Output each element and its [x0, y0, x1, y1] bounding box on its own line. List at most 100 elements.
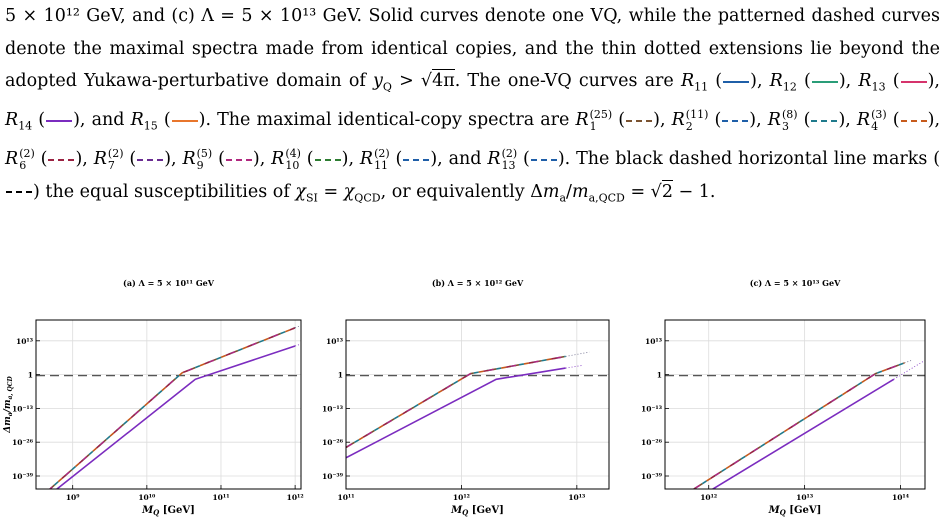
r-symbol: R	[671, 110, 685, 131]
legend-swatch-copy-7	[137, 158, 164, 161]
legend-copy-10: R (4) 10 ()	[271, 146, 349, 172]
r-subscript: 13	[871, 80, 886, 94]
r-symbol: R	[767, 110, 781, 131]
legend-swatch-onevq-14	[46, 119, 73, 122]
r-subscript: 2	[685, 119, 693, 133]
panel-1: 10¹³ 1 10⁻¹³ 10⁻²⁶ 10⁻³⁹ 10⁹ 10¹⁰ 10¹¹ 10¹² (a) Λ…	[3, 278, 304, 517]
sqrt-2-radical: √	[650, 181, 662, 202]
y-tick-label: 10⁻²⁶	[12, 438, 34, 447]
y-tick-label: 1	[28, 371, 33, 380]
y-tick-label: 10¹³	[645, 337, 662, 346]
r-scripts: (2) 13	[502, 147, 518, 172]
r-symbol: R	[575, 110, 589, 131]
r-subscript: 11	[374, 158, 389, 172]
panel-title: (b) Λ = 5 × 10¹² GeV	[432, 278, 524, 288]
series-solid-extension	[893, 359, 925, 380]
y-tick-label: 10¹³	[326, 337, 343, 346]
sqrt-4pi: √4π	[421, 65, 455, 98]
panel-3: 10¹³ 1 10⁻¹³ 10⁻²⁶ 10⁻³⁹ 10¹² 10¹³ 10¹⁴ (c) Λ = …	[641, 278, 926, 517]
legend-copy-11: R (2) 11 ()	[359, 146, 438, 172]
r-subscript: 1	[589, 119, 597, 133]
chi-subscript-qcd: QCD	[354, 191, 381, 205]
r-scripts: (8) 3	[781, 107, 798, 133]
panel-title: (a) Λ = 5 × 10¹¹ GeV	[123, 278, 215, 288]
panel-2: 10¹³ 1 10⁻¹³ 10⁻²⁶ 10⁻³⁹ 10¹¹ 10¹² 10¹³ (b) Λ = …	[322, 278, 610, 517]
x-tick-label: 10¹³	[796, 493, 813, 502]
m-symbol: m	[542, 181, 560, 202]
yq-subscript: Q	[382, 80, 392, 94]
sqrt-4pi-radical: √	[420, 71, 433, 92]
panel-title: (c) Λ = 5 × 10¹³ GeV	[750, 278, 841, 288]
legend-copy-2: R (11) 2 ()	[671, 107, 757, 133]
chi-subscript-si: SI	[306, 191, 318, 205]
legend-copy-7: R (2) 7 ()	[93, 146, 172, 172]
m-subscript-a: a	[559, 191, 567, 205]
r-superscript: (8)	[781, 107, 798, 121]
caption-text-equiv: or equivalently Δ	[391, 181, 543, 202]
x-tick-label: 10¹¹	[212, 493, 229, 502]
legend-swatch-copy-6	[48, 158, 75, 161]
r-superscript: (25)	[589, 107, 613, 121]
series-dashed-copy	[48, 327, 296, 489]
legend-swatch-copy-4	[900, 119, 927, 122]
y-tick-label: 10⁻³⁹	[641, 472, 662, 481]
plot-content	[665, 359, 925, 489]
r-subscript: 9	[196, 158, 204, 172]
r-subscript: 15	[143, 119, 158, 133]
r-superscript: (4)	[285, 146, 301, 160]
caption-text-equal: the equal susceptibilities of	[45, 181, 290, 202]
legend-onevq-11: R11 ()	[680, 71, 757, 94]
r-symbol: R	[5, 149, 19, 170]
legend-copy-6: R (2) 6 ()	[5, 146, 83, 172]
series-dashed-copy	[693, 362, 905, 489]
plot-content	[36, 325, 301, 489]
r-superscript: (2)	[107, 146, 124, 160]
r-subscript: 4	[871, 119, 879, 133]
series-dashed-copy	[48, 327, 296, 489]
legend-swatch-copy-13	[530, 158, 557, 161]
sqrt-2-arg: 2	[661, 179, 673, 202]
r-subscript: 7	[107, 158, 115, 172]
legend-copy-4: R (3) 4 ()	[856, 107, 935, 133]
plot-area	[346, 320, 609, 489]
y-tick-label: 1	[338, 371, 343, 380]
r-subscript: 11	[694, 80, 709, 94]
legend-swatch-onevq-12	[811, 80, 838, 83]
y-tick-label: 1	[657, 371, 662, 380]
y-tick-label: 10⁻¹³	[322, 404, 343, 413]
y-tick-label: 10⁻¹³	[12, 404, 33, 413]
chi-symbol: χ	[295, 181, 306, 202]
plot-content	[346, 351, 609, 459]
r-scripts: (2) 6	[19, 147, 35, 172]
x-tick-label: 10¹³	[568, 493, 585, 502]
plot-area	[36, 320, 301, 489]
r-symbol: R	[271, 149, 285, 170]
r-scripts: (25) 1	[589, 107, 613, 133]
and-word: and	[448, 149, 482, 170]
legend-swatch-copy-9	[225, 158, 252, 161]
legend-copy-9: R (5) 9 ()	[182, 146, 260, 172]
legend-swatch-copy-3	[811, 119, 838, 122]
r-symbol: R	[487, 149, 501, 170]
caption-text-lead: 5 × 10¹² GeV, and (c) Λ = 5 × 10¹³ GeV. …	[5, 6, 940, 92]
legend-swatch-onevq-15	[171, 119, 198, 122]
and-word: and	[91, 110, 125, 131]
legend-swatch-onevq-13	[900, 80, 927, 83]
r-scripts: (3) 4	[871, 108, 887, 133]
r-scripts: (5) 9	[196, 146, 213, 172]
r-symbol: R	[182, 149, 196, 170]
y-tick-label: 10⁻³⁹	[322, 472, 343, 481]
r-symbol: R	[130, 110, 144, 131]
x-tick-label: 10¹²	[453, 493, 470, 502]
series-solid-onevq	[55, 345, 296, 489]
legend-swatch-copy-1	[626, 119, 653, 122]
r-symbol: R	[856, 110, 871, 131]
r-superscript: (5)	[196, 146, 213, 160]
m-subscript-aqcd: a,QCD	[588, 191, 625, 205]
x-tick-label: 10¹¹	[337, 493, 354, 502]
r-scripts: (11) 2	[685, 108, 709, 133]
legend-swatch-copy-2	[722, 119, 749, 122]
sqrt-4pi-arg: 4π	[432, 69, 455, 92]
r-subscript: 12	[782, 80, 797, 94]
caption-text-black: . The black dashed horizontal line marks	[564, 149, 928, 170]
